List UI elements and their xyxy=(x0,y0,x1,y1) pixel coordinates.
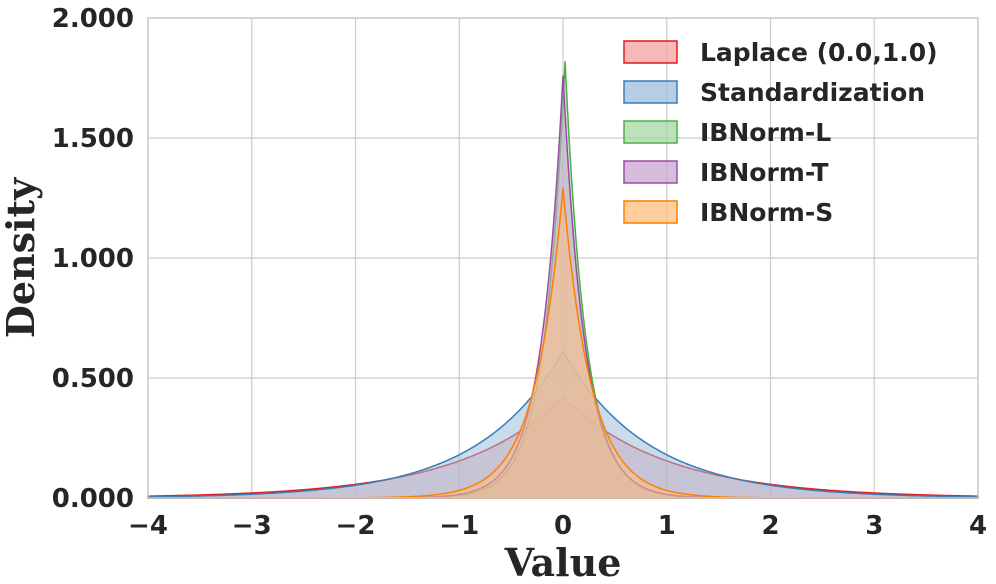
legend-swatch xyxy=(623,160,678,184)
y-axis-title: Density xyxy=(0,177,43,338)
x-tick-label: 0 xyxy=(554,511,572,541)
legend-swatch xyxy=(623,80,678,104)
x-tick-label: 1 xyxy=(658,511,676,541)
x-tick-label: 4 xyxy=(969,511,987,541)
legend: Laplace (0.0,1.0) Standardization IBNorm-L… xyxy=(623,38,938,227)
y-tick-label: 1.000 xyxy=(52,244,134,274)
legend-label: Standardization xyxy=(700,78,925,107)
legend-label: IBNorm-L xyxy=(700,118,831,147)
y-axis-ticks: 0.000 0.500 1.000 1.500 2.000 xyxy=(52,4,134,514)
legend-swatch xyxy=(623,200,678,224)
y-tick-label: 0.500 xyxy=(52,364,134,394)
x-tick-label: −1 xyxy=(439,511,479,541)
y-tick-label: 2.000 xyxy=(52,4,134,34)
legend-label: Laplace (0.0,1.0) xyxy=(700,38,938,67)
x-tick-label: 3 xyxy=(865,511,883,541)
x-axis-title: Value xyxy=(504,540,622,584)
y-tick-label: 1.500 xyxy=(52,124,134,154)
density-area-ibnorm-s xyxy=(148,188,978,499)
density-areas xyxy=(147,61,979,499)
x-tick-label: 2 xyxy=(761,511,779,541)
plot-frame xyxy=(147,17,979,499)
x-tick-label: −4 xyxy=(128,511,168,541)
legend-label: IBNorm-S xyxy=(700,198,833,227)
x-tick-label: −3 xyxy=(232,511,272,541)
y-tick-label: 0.000 xyxy=(52,484,134,514)
legend-swatch xyxy=(623,120,678,144)
legend-swatch xyxy=(623,40,678,64)
x-tick-label: −2 xyxy=(336,511,376,541)
legend-label: IBNorm-T xyxy=(700,158,829,187)
x-axis-ticks: −4 −3 −2 −1 0 1 2 3 4 xyxy=(128,511,987,541)
